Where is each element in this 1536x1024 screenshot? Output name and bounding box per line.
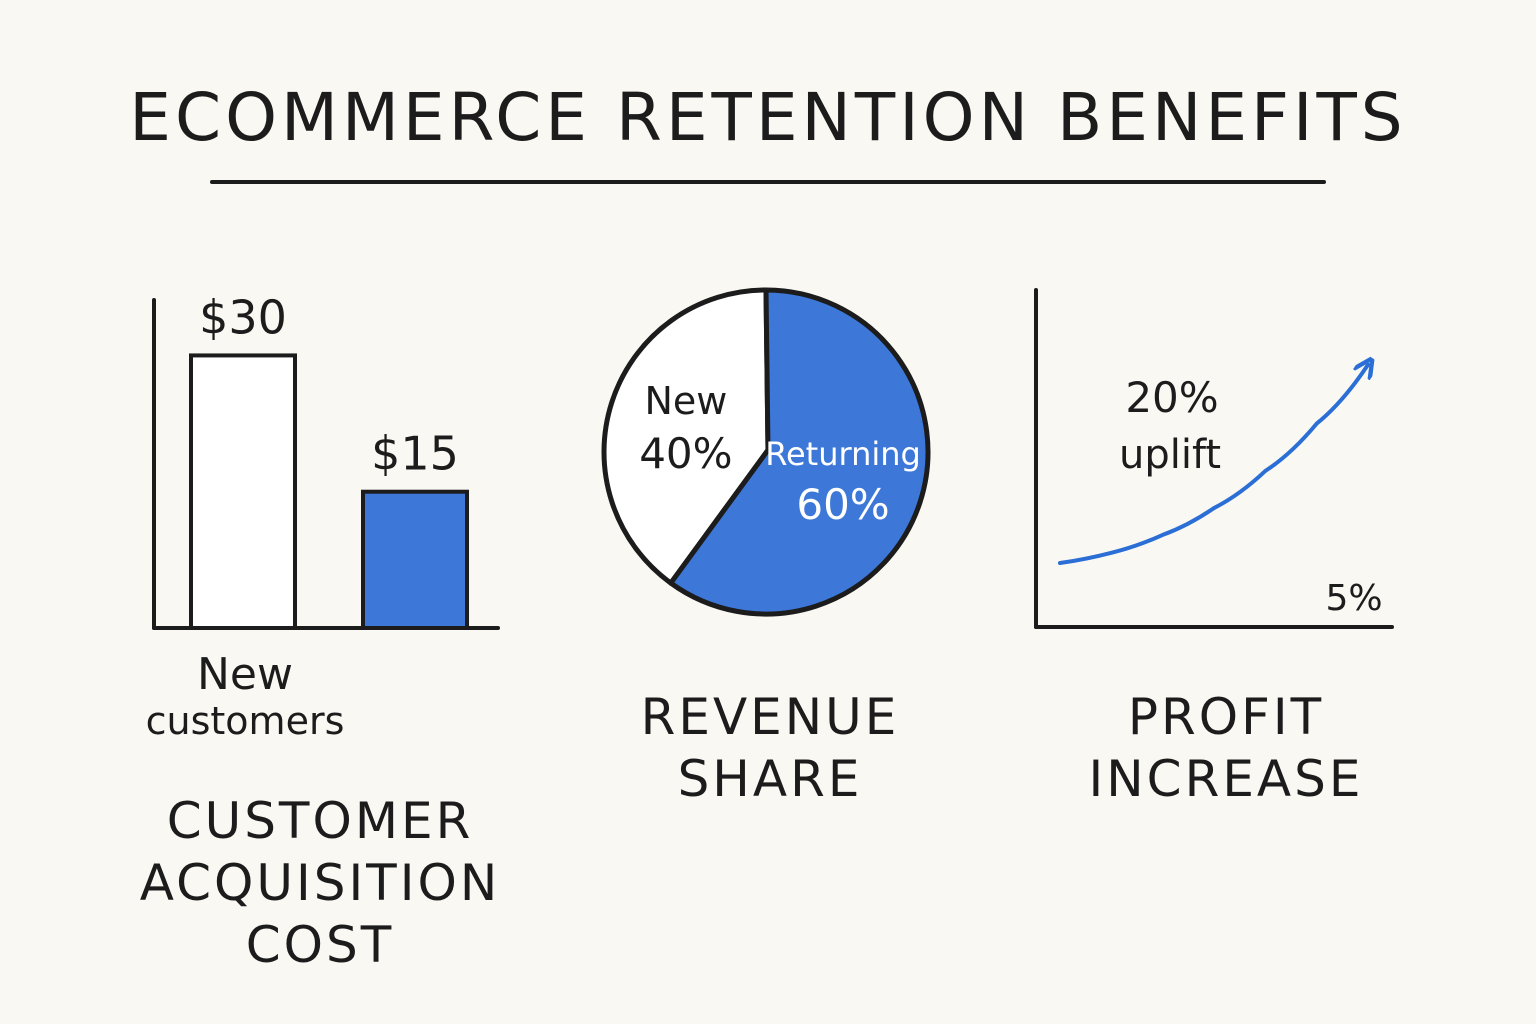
pie-label-new-name: New bbox=[644, 379, 727, 423]
pie-label-returning-name: Returning bbox=[765, 435, 921, 473]
pie-slice-returning bbox=[668, 287, 931, 617]
profit-end-uplift-label: uplift bbox=[1119, 432, 1221, 478]
profit-start-value-label: 5% bbox=[1325, 578, 1382, 619]
bar-returning-customers bbox=[361, 489, 469, 630]
bar-value-label-returning: $15 bbox=[371, 427, 459, 481]
acquisition-cost-bar-chart: $30 $15 bbox=[152, 290, 500, 631]
bar-category-label: New customers bbox=[120, 652, 370, 744]
profit-increase-caption: PROFIT INCREASE bbox=[1088, 688, 1364, 808]
revenue-share-pie-chart: New 40% Returning 60% bbox=[601, 287, 931, 617]
profit-increase-line-chart: 20% uplift 5% bbox=[1034, 288, 1394, 629]
acquisition-cost-caption: CUSTOMER ACQUISITION COST bbox=[139, 792, 501, 974]
revenue-share-caption: REVENUE SHARE bbox=[640, 688, 900, 808]
bar-value-label-new: $30 bbox=[199, 290, 287, 344]
pie-label-returning-value: 60% bbox=[796, 480, 889, 529]
bar-new-customers bbox=[189, 353, 297, 631]
bar-category-line1: New bbox=[197, 649, 293, 700]
page-title: ECOMMERCE RETENTION BENEFITS bbox=[129, 79, 1407, 156]
pie-label-new-value: 40% bbox=[639, 429, 732, 478]
pie-slice-new bbox=[601, 287, 771, 586]
profit-growth-line bbox=[1058, 365, 1368, 566]
profit-end-value-label: 20% bbox=[1125, 373, 1218, 422]
bar-category-line2: customers bbox=[145, 699, 345, 743]
title-underline bbox=[210, 180, 1326, 184]
